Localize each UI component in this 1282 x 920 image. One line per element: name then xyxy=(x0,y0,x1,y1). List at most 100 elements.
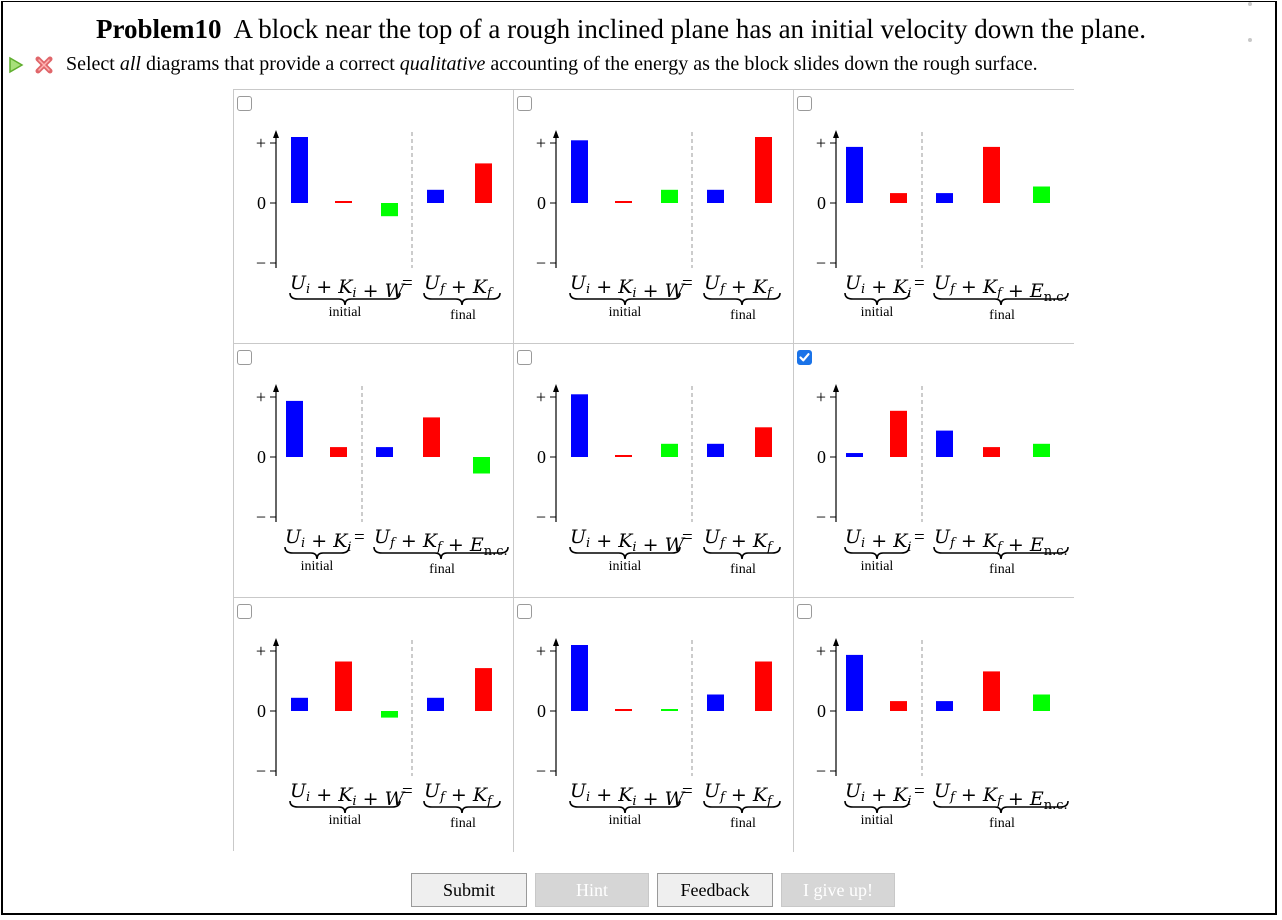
energy-bar-chart: +0 − Ui + Ki + W= Uf + Kf initial final xyxy=(256,130,501,323)
tick-zero-label: 0 xyxy=(817,447,826,467)
final-bar-1 xyxy=(427,697,444,711)
final-bar-3 xyxy=(1033,186,1050,203)
final-label: final xyxy=(989,562,1015,577)
initial-label: initial xyxy=(861,305,894,320)
equation-final: Uf + Kf + En.c. xyxy=(374,526,508,559)
final-brace xyxy=(423,292,501,306)
initial-brace xyxy=(284,546,350,560)
final-bar-2 xyxy=(423,417,440,457)
final-brace xyxy=(933,800,1069,814)
diagram-option-7[interactable]: +0 − Ui + Ki + W = Uf + Kf initial final xyxy=(234,598,514,852)
final-label: final xyxy=(730,562,756,577)
initial-label: initial xyxy=(609,559,642,574)
checkmark-icon xyxy=(799,353,810,362)
axis-arrow-icon xyxy=(553,384,559,392)
checkbox[interactable] xyxy=(237,96,252,111)
give-up-button[interactable]: I give up! xyxy=(781,873,895,907)
final-bar-1 xyxy=(936,701,953,711)
instruction-text: Select all diagrams that provide a corre… xyxy=(66,53,1038,75)
energy-bar-chart: +0 −Ui + Ki = Uf + Kf + En.c. initial final xyxy=(816,384,1069,577)
axis-arrow-icon xyxy=(273,130,279,138)
initial-label: initial xyxy=(329,305,362,320)
axis-arrow-icon xyxy=(833,130,839,138)
energy-bar-chart: +0 − Ui + Ki + W= Uf + Kf initial final xyxy=(536,638,781,831)
equation-final: Uf + Kf xyxy=(424,780,494,809)
energy-bar-chart: +0 −Ui + Ki = Uf + Kf + En.c. initial final xyxy=(816,638,1069,831)
problem-statement: A block near the top of a rough inclined… xyxy=(233,14,1146,44)
initial-bar-3 xyxy=(661,709,678,711)
axis-arrow-icon xyxy=(553,130,559,138)
tick-plus-label: + xyxy=(256,387,266,407)
energy-bar-chart: +0 − Ui + Ki + W= Uf + Kf initial final xyxy=(536,130,781,323)
tick-plus-label: + xyxy=(256,641,266,661)
initial-bar-2 xyxy=(890,701,907,711)
equals-sign: = xyxy=(354,527,365,548)
checkbox[interactable] xyxy=(237,604,252,619)
initial-brace xyxy=(844,546,910,560)
initial-bar-2 xyxy=(890,193,907,203)
checkbox[interactable] xyxy=(797,604,812,619)
initial-bar-2 xyxy=(335,661,352,711)
tick-plus-label: + xyxy=(256,133,266,153)
equals-sign: = xyxy=(682,781,693,802)
energy-bar-chart: +0 −Ui + Ki = Uf + Kf + En.c. initial final xyxy=(816,130,1069,323)
final-bar-2 xyxy=(475,163,492,203)
submit-button[interactable]: Submit xyxy=(411,873,527,907)
checkbox[interactable] xyxy=(797,96,812,111)
diagram-option-4[interactable]: +0 − Ui + Ki = Uf + Kf + En.c. initial final xyxy=(234,344,514,598)
hint-button[interactable]: Hint xyxy=(535,873,649,907)
equation-final: Uf + Kf xyxy=(424,272,494,301)
feedback-button[interactable]: Feedback xyxy=(657,873,773,907)
initial-bar-1 xyxy=(846,146,863,203)
tick-minus-label: − xyxy=(816,761,826,781)
initial-label: initial xyxy=(861,559,894,574)
initial-bar-3 xyxy=(661,189,678,203)
initial-brace xyxy=(569,292,681,306)
diagram-option-3[interactable]: +0 − Ui + Ki = Uf + Kf + En.c. initial final xyxy=(794,90,1074,344)
energy-bar-chart: +0 −Ui + Ki = Uf + Kf + En.c. initial final xyxy=(256,384,509,577)
equation-final: Uf + Kf xyxy=(704,526,774,555)
final-bar-2 xyxy=(755,661,772,711)
initial-brace xyxy=(844,800,910,814)
initial-brace xyxy=(569,546,681,560)
checkbox[interactable] xyxy=(517,96,532,111)
diagram-option-1[interactable]: +0 − Ui + Ki + W = Uf + Kf initial final xyxy=(234,90,514,344)
tick-minus-label: − xyxy=(256,507,266,527)
diagram-option-8[interactable]: +0 − Ui + Ki + W = Uf + Kf initial final xyxy=(514,598,794,852)
diagram-option-9[interactable]: +0 − Ui + Ki = Uf + Kf + En.c. initial final xyxy=(794,598,1074,852)
initial-brace xyxy=(289,800,401,814)
initial-bar-2 xyxy=(615,201,632,203)
checkbox-checked[interactable] xyxy=(797,350,812,365)
checkbox[interactable] xyxy=(237,350,252,365)
tick-zero-label: 0 xyxy=(537,701,546,721)
tick-minus-label: − xyxy=(256,253,266,273)
initial-bar-1 xyxy=(571,394,588,457)
final-brace xyxy=(703,800,781,814)
corner-dot xyxy=(1248,38,1252,42)
axis-arrow-icon xyxy=(273,384,279,392)
play-triangle-icon[interactable] xyxy=(8,56,24,74)
diagram-option-2[interactable]: +0 − Ui + Ki + W = Uf + Kf initial final xyxy=(514,90,794,344)
tick-minus-label: − xyxy=(816,507,826,527)
final-bar-1 xyxy=(707,189,724,203)
initial-brace xyxy=(569,800,681,814)
final-bar-2 xyxy=(983,447,1000,457)
initial-bar-1 xyxy=(291,137,308,203)
problem-title: Problem10 A block near the top of a rough… xyxy=(96,14,1146,45)
equals-sign: = xyxy=(682,527,693,548)
final-label: final xyxy=(730,308,756,323)
equals-sign: = xyxy=(914,781,925,802)
final-bar-3 xyxy=(1033,694,1050,711)
checkbox[interactable] xyxy=(517,350,532,365)
tick-minus-label: − xyxy=(536,507,546,527)
diagram-option-6[interactable]: +0 − Ui + Ki = Uf + Kf + En.c. initial final xyxy=(794,344,1074,598)
initial-bar-2 xyxy=(335,201,352,203)
corner-dot xyxy=(1248,2,1252,6)
diagram-option-5[interactable]: +0 − Ui + Ki + W = Uf + Kf initial final xyxy=(514,344,794,598)
final-bar-1 xyxy=(427,189,444,203)
final-bar-1 xyxy=(936,193,953,203)
checkbox[interactable] xyxy=(517,604,532,619)
final-brace xyxy=(703,546,781,560)
initial-brace xyxy=(289,292,401,306)
diagram-grid: +0− Ui + Ki + W = Uf + Kf initial final +0− Ui … xyxy=(233,89,1074,852)
